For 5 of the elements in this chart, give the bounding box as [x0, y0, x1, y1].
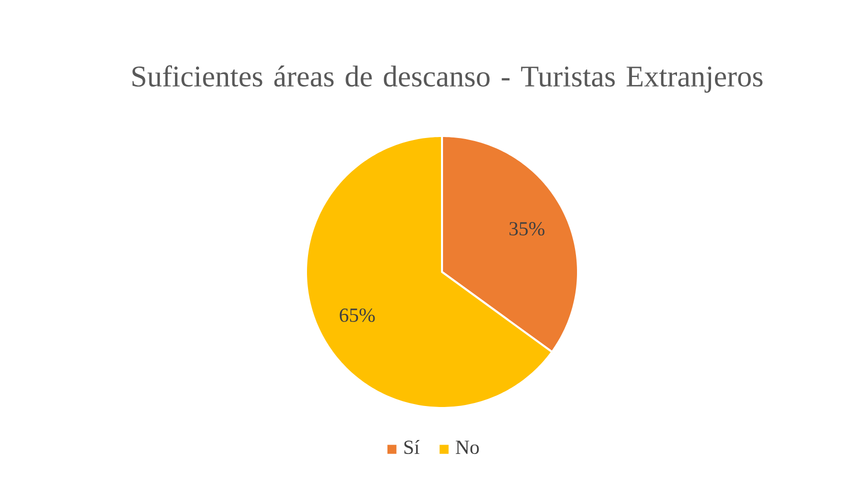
data-label: 65% [340, 308, 375, 322]
chart-title: Suficientes áreas de descanso - Turistas Extranjeros [132, 65, 762, 93]
legend-label: Sí [404, 440, 420, 454]
data-label: 35% [510, 222, 544, 236]
legend-label: No [456, 440, 479, 454]
